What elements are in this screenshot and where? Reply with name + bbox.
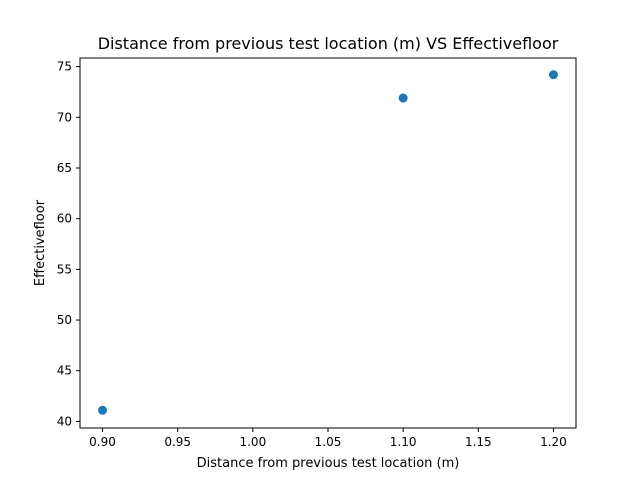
y-axis-label: Effectivefloor xyxy=(33,199,48,286)
y-tick-label: 60 xyxy=(57,212,72,226)
x-tick-label: 0.95 xyxy=(164,435,191,449)
y-tick-label: 65 xyxy=(57,161,72,175)
y-tick-label: 70 xyxy=(57,110,72,124)
x-axis-ticks: 0.90 0.95 1.00 1.05 1.10 1.15 1.20 xyxy=(89,428,567,449)
chart-title: Distance from previous test location (m)… xyxy=(98,34,559,53)
x-tick-label: 1.05 xyxy=(315,435,342,449)
x-tick-label: 1.10 xyxy=(390,435,417,449)
data-point xyxy=(398,93,408,103)
y-tick-label: 50 xyxy=(57,313,72,327)
y-tick-label: 55 xyxy=(57,262,72,276)
x-axis-label: Distance from previous test location (m) xyxy=(197,456,460,471)
y-tick-label: 45 xyxy=(57,364,72,378)
y-tick-label: 75 xyxy=(57,60,72,74)
data-point xyxy=(548,70,558,80)
y-axis-ticks: 40 45 50 55 60 65 70 75 xyxy=(57,60,80,428)
x-tick-label: 1.20 xyxy=(540,435,567,449)
y-tick-label: 40 xyxy=(57,414,72,428)
x-tick-label: 0.90 xyxy=(89,435,116,449)
data-point xyxy=(98,405,108,415)
data-points xyxy=(98,70,558,415)
plot-area-frame xyxy=(79,57,577,429)
x-tick-label: 1.15 xyxy=(465,435,492,449)
x-tick-label: 1.00 xyxy=(239,435,266,449)
